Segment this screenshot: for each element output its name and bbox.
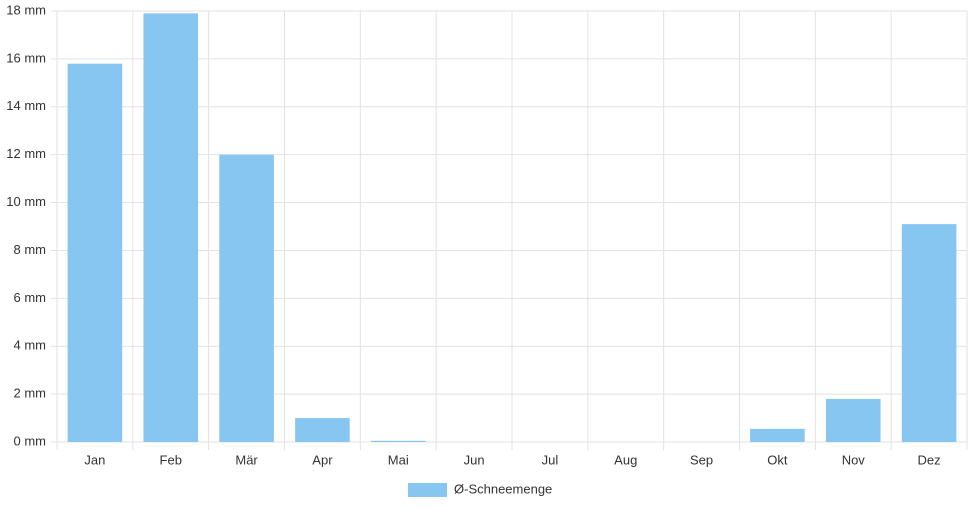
y-tick-label: 10 mm [6,194,46,209]
x-tick-label: Jan [84,452,105,467]
y-tick-label: 14 mm [6,98,46,113]
bar [901,224,957,442]
y-tick-label: 0 mm [14,433,47,448]
y-tick-label: 8 mm [14,242,47,257]
legend-label: Ø-Schneemenge [454,481,552,496]
x-tick-label: Jun [464,452,485,467]
x-tick-label: Okt [767,452,788,467]
x-tick-label: Jul [542,452,559,467]
bar [143,13,199,443]
x-tick-label: Aug [614,452,637,467]
legend-swatch [408,483,447,497]
x-tick-label: Apr [312,452,333,467]
bar [295,418,350,442]
bar [67,63,123,443]
bar [370,440,426,442]
x-tick-label: Mai [388,452,409,467]
x-tick-label: Feb [160,452,182,467]
bar [219,154,274,442]
x-tick-label: Mär [235,452,258,467]
x-tick-label: Dez [918,452,941,467]
y-tick-label: 12 mm [6,146,46,161]
y-tick-label: 18 mm [6,2,46,17]
y-tick-label: 4 mm [14,338,47,353]
bar [825,398,881,442]
y-tick-label: 2 mm [14,386,47,401]
x-tick-label: Sep [690,452,713,467]
bar [750,428,805,442]
x-tick-label: Nov [842,452,866,467]
y-tick-label: 16 mm [6,50,46,65]
y-tick-label: 6 mm [14,290,47,305]
